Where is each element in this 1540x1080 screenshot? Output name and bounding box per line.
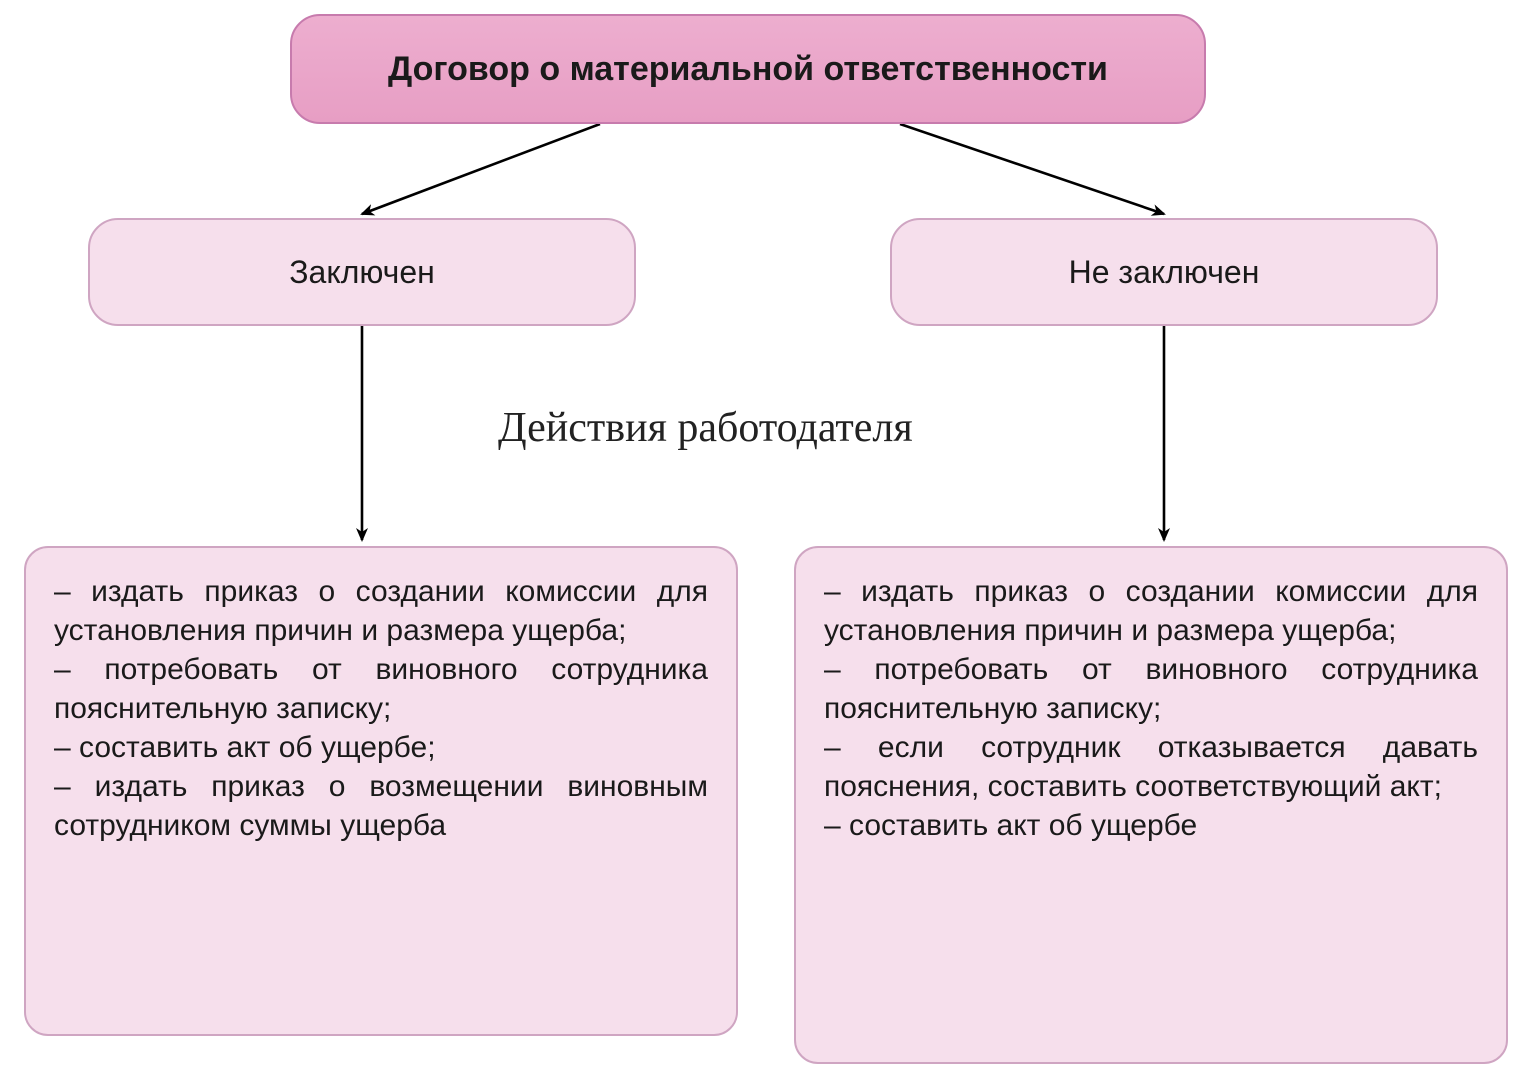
section-title-text: Действия работодателя xyxy=(498,405,913,451)
decision-node-right: Не заключен xyxy=(890,218,1438,326)
detail-text-left: – издать приказ о создании комиссии для … xyxy=(54,572,708,845)
root-node-label: Договор о материальной ответственности xyxy=(388,50,1108,89)
detail-node-right: – издать приказ о создании комиссии для … xyxy=(794,546,1508,1064)
root-node: Договор о материальной ответственности xyxy=(290,14,1206,124)
section-title: Действия работодателя xyxy=(498,404,913,452)
detail-node-left: – издать приказ о создании комиссии для … xyxy=(24,546,738,1036)
decision-label-left: Заключен xyxy=(289,254,435,291)
flowchart-canvas: Договор о материальной ответственности Д… xyxy=(0,0,1540,1080)
decision-label-right: Не заключен xyxy=(1069,254,1260,291)
detail-text-right: – издать приказ о создании комиссии для … xyxy=(824,572,1478,845)
decision-node-left: Заключен xyxy=(88,218,636,326)
